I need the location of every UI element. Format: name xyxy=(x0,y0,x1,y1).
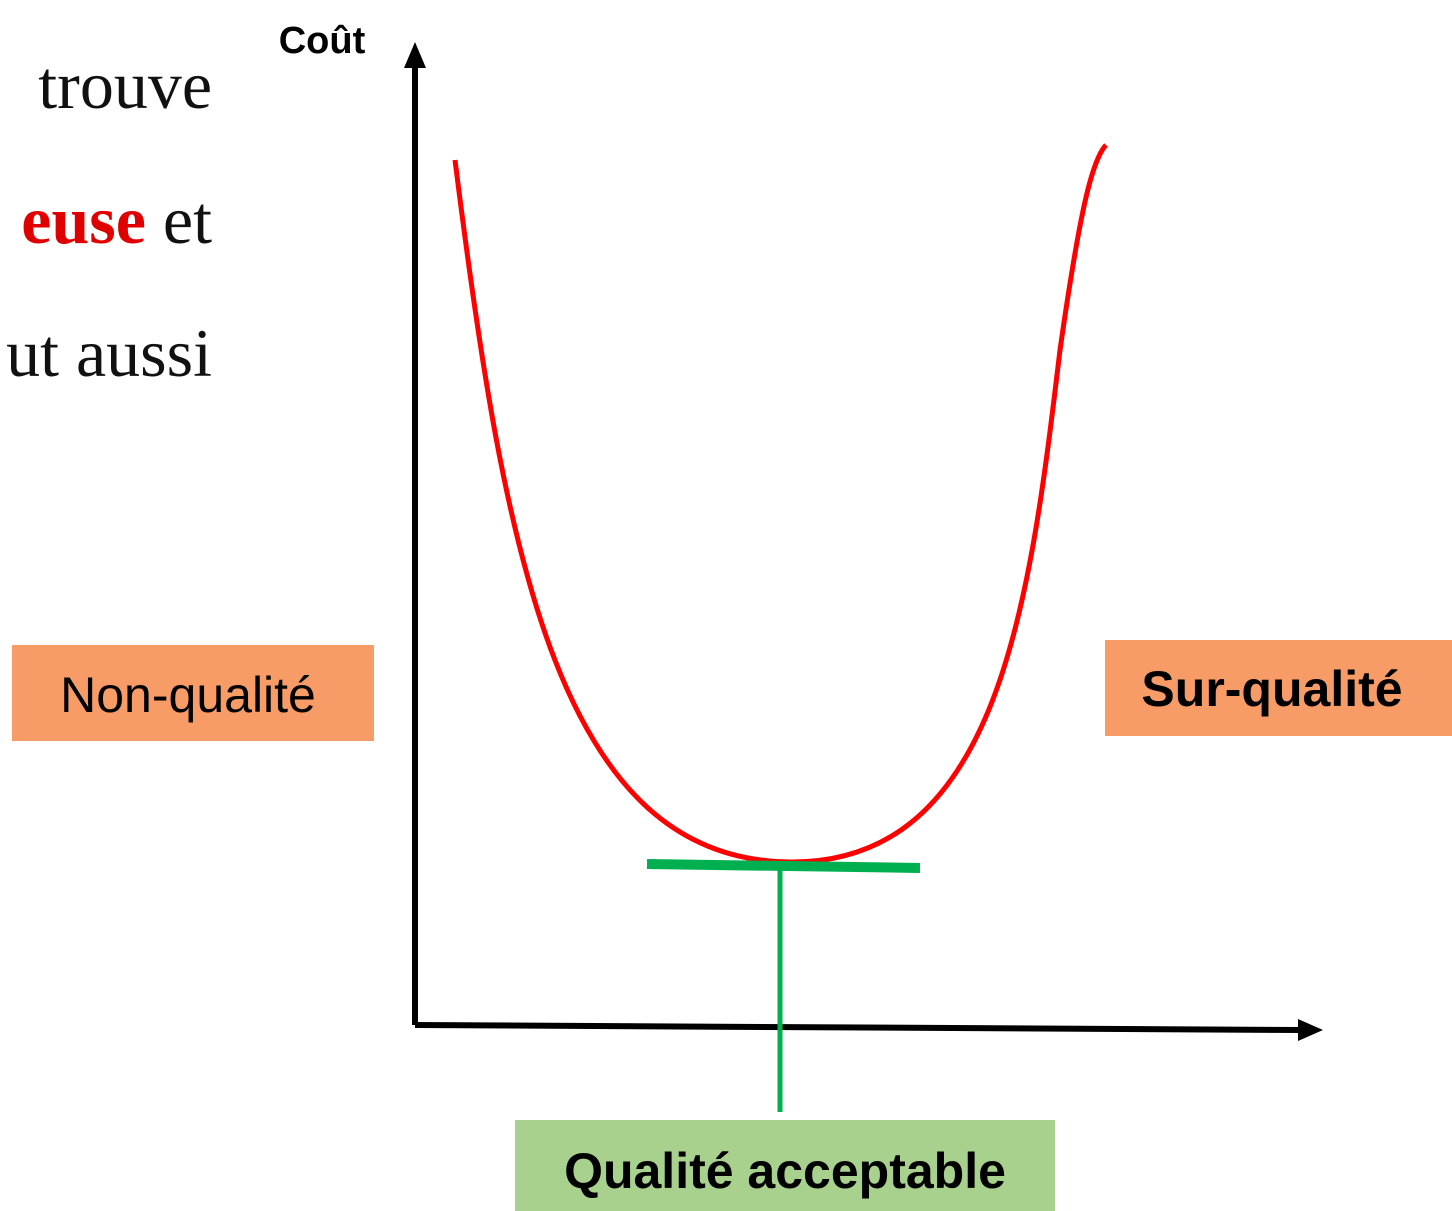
label-box xyxy=(12,645,374,741)
text-line: trouve xyxy=(38,47,212,123)
body-text: trouve xyxy=(38,47,212,123)
text-line: euse et xyxy=(21,182,212,258)
body-text: et xyxy=(146,182,212,258)
emphasis-text: euse xyxy=(21,182,146,258)
x-axis-arrow xyxy=(1298,1019,1323,1041)
body-text: ut aussi xyxy=(6,315,212,391)
optimum-line xyxy=(646,859,921,873)
y-axis-arrow xyxy=(404,42,426,68)
y-axis-label: Coût xyxy=(279,20,366,62)
cost-curve xyxy=(452,143,1108,865)
label-text: Sur-qualité xyxy=(1141,661,1402,717)
text-line: ut aussi xyxy=(6,315,212,391)
label-box xyxy=(515,1120,1055,1211)
x-axis xyxy=(414,1022,1301,1033)
label-text: Non-qualité xyxy=(60,667,316,723)
label-text: Qualité acceptable xyxy=(564,1143,1006,1199)
label-box xyxy=(1105,640,1452,736)
